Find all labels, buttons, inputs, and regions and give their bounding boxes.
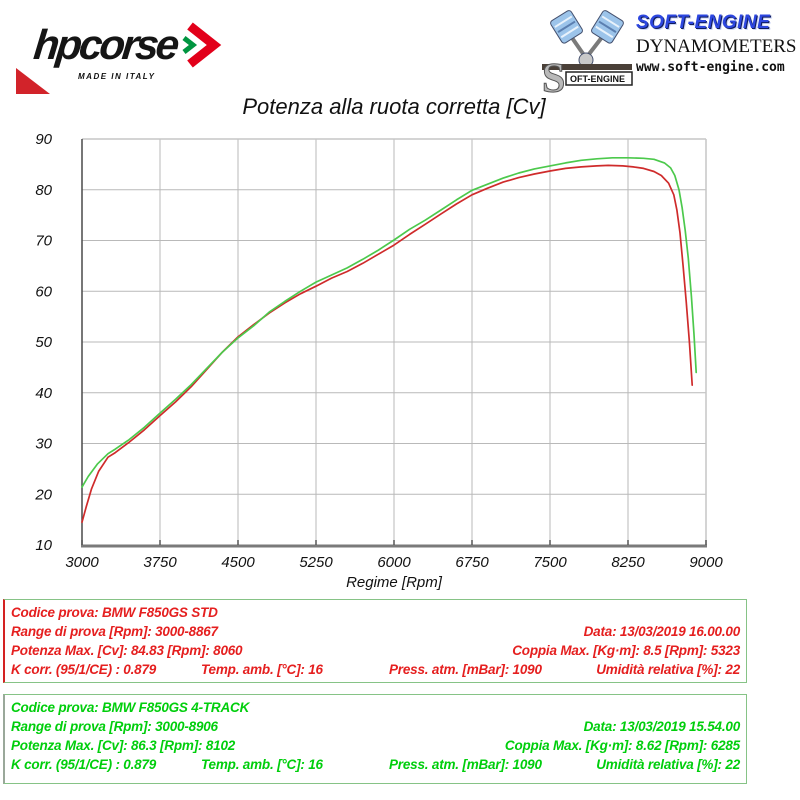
data-ora-std: Data: 13/03/2019 16.00.00: [583, 624, 741, 639]
softengine-url-link[interactable]: www.soft-engine.com: [636, 60, 785, 75]
range-prova-4track: Range di prova [Rpm]: 3000-8906: [11, 719, 218, 734]
power-chart: 3000 3750 4500 5250 6000 6750 7500 8250 9000 10 20…: [34, 131, 723, 591]
k-corr-4track: K corr. (95/1/CE) : 0.879: [11, 757, 157, 772]
x-tick-label: 7500: [533, 554, 567, 571]
power-curve-4track: [81, 156, 698, 488]
test-info-box-4track: Codice prova: BMW F850GS 4-TRACK Range d…: [3, 694, 747, 784]
y-tick-label: 70: [35, 233, 52, 250]
softengine-wordmark: SOFT-ENGINE: [636, 12, 771, 33]
dynamometers-label: DYNAMOMETERS: [636, 36, 797, 57]
umidita-4track: Umidità relativa [%]: 22: [596, 757, 740, 772]
y-tick-label: 90: [35, 131, 52, 148]
softengine-logo: S OFT-ENGINE SOFT-ENGINE DYNAMOMETERS ww…: [540, 4, 796, 96]
power-curve-std: [81, 164, 694, 524]
v-twin-engine-icon: S OFT-ENGINE: [542, 10, 633, 96]
y-tick-label: 20: [34, 486, 52, 503]
y-tick-label: 50: [35, 334, 52, 351]
test-info-box-std: Codice prova: BMW F850GS STD Range di pr…: [3, 599, 747, 683]
umidita-std: Umidità relativa [%]: 22: [596, 662, 740, 677]
x-tick-label: 6000: [377, 554, 411, 571]
y-tick-label: 60: [35, 283, 52, 300]
x-tick-label: 4500: [221, 554, 255, 571]
press-atm-std: Press. atm. [mBar]: 1090: [389, 662, 542, 677]
x-axis-title: Regime [Rpm]: [346, 574, 443, 591]
range-prova-std: Range di prova [Rpm]: 3000-8867: [11, 624, 218, 639]
y-tick-label: 30: [35, 436, 52, 453]
codice-prova-std: Codice prova: BMW F850GS STD: [11, 605, 218, 620]
chart-title: Potenza alla ruota corretta [Cv]: [242, 94, 546, 119]
x-tick-label: 9000: [689, 554, 723, 571]
svg-text:S: S: [542, 56, 565, 96]
temp-amb-std: Temp. amb. [°C]: 16: [201, 662, 323, 677]
x-tick-label: 6750: [455, 554, 489, 571]
potenza-max-4track: Potenza Max. [Cv]: 86.3 [Rpm]: 8102: [11, 738, 236, 753]
coppia-max-4track: Coppia Max. [Kg·m]: 8.62 [Rpm]: 6285: [504, 738, 740, 753]
hpcorse-wordmark: hpcorse: [31, 21, 179, 68]
data-ora-4track: Data: 13/03/2019 15.54.00: [583, 719, 741, 734]
y-tick-label: 80: [35, 182, 52, 199]
x-tick-label: 3000: [65, 554, 99, 571]
made-in-italy-label: MADE IN ITALY: [78, 72, 156, 81]
potenza-max-std: Potenza Max. [Cv]: 84.83 [Rpm]: 8060: [11, 643, 243, 658]
codice-prova-4track: Codice prova: BMW F850GS 4-TRACK: [11, 700, 250, 715]
x-tick-label: 3750: [143, 554, 177, 571]
hpcorse-logo: hpcorse MADE IN ITALY: [16, 12, 266, 98]
chevron-right-icon: [182, 22, 222, 68]
temp-amb-4track: Temp. amb. [°C]: 16: [201, 757, 323, 772]
y-tick-label: 10: [35, 537, 52, 554]
x-tick-label: 8250: [611, 554, 645, 571]
svg-text:OFT-ENGINE: OFT-ENGINE: [570, 74, 625, 84]
logo-swoosh-icon: [16, 68, 50, 94]
y-tick-label: 40: [35, 385, 52, 402]
x-tick-label: 5250: [299, 554, 333, 571]
coppia-max-std: Coppia Max. [Kg·m]: 8.5 [Rpm]: 5323: [512, 643, 740, 658]
press-atm-4track: Press. atm. [mBar]: 1090: [389, 757, 542, 772]
k-corr-std: K corr. (95/1/CE) : 0.879: [11, 662, 157, 677]
